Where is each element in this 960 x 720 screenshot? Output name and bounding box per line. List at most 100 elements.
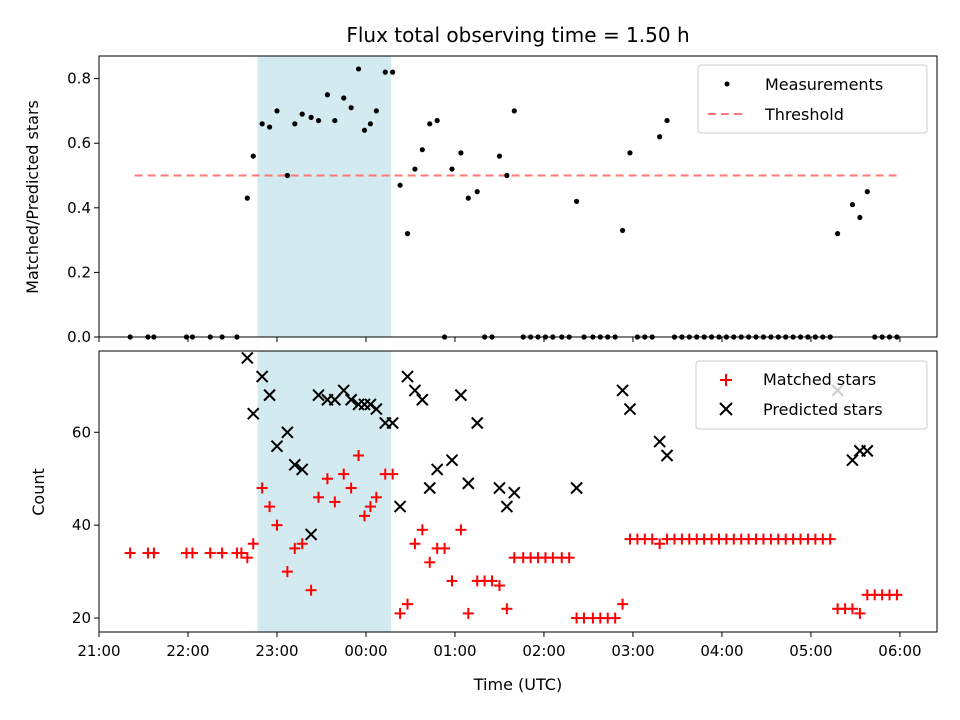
matched-star-point <box>455 524 467 536</box>
measurement-point <box>835 231 841 237</box>
measurement-point <box>259 121 265 127</box>
matched-star-point <box>296 538 308 550</box>
top-y-tick-label: 0.6 <box>67 134 91 152</box>
measurement-point <box>308 114 314 120</box>
bottom-legend: Matched stars Predicted stars <box>695 360 928 430</box>
bottom-x-tick-label: 05:00 <box>789 642 832 660</box>
measurement-point <box>341 95 347 101</box>
matched-star-point <box>439 542 451 554</box>
matched-star-point <box>264 501 276 513</box>
legend-threshold-label: Threshold <box>764 105 844 124</box>
legend-predicted-label: Predicted stars <box>763 400 883 419</box>
matched-star-point <box>204 547 216 559</box>
top-plot: 0.00.20.40.60.8 Matched/Predicted stars … <box>23 55 938 346</box>
measurement-point <box>504 172 510 179</box>
bottom-y-tick-label: 40 <box>72 516 91 534</box>
measurement-point <box>404 231 411 237</box>
top-y-axis: 0.0 0.2 0.4 0.6 0.8 <box>67 70 99 346</box>
predicted-star-point <box>393 500 407 513</box>
predicted-star-point <box>623 402 637 416</box>
bottom-plot: 20 40 60 21:00 22:00 23:00 00:00 01:00 02:00 03:… <box>29 350 938 694</box>
top-observing-span <box>257 56 392 337</box>
bottom-legend-box <box>695 360 928 430</box>
measurement-point <box>627 150 633 156</box>
predicted-star-point <box>423 481 436 495</box>
top-y-axis-label: Matched/Predicted stars <box>23 100 42 294</box>
measurement-point <box>419 147 425 153</box>
measurement-point <box>324 92 331 98</box>
matched-star-point <box>416 524 428 536</box>
predicted-star-point <box>270 440 284 453</box>
predicted-star-point <box>263 388 276 402</box>
predicted-star-point <box>337 384 350 397</box>
predicted-star-point <box>861 444 874 458</box>
bottom-y-tick-label: 20 <box>72 609 91 627</box>
measurement-point <box>299 111 305 117</box>
matched-star-point <box>609 612 621 624</box>
matched-star-point <box>345 482 357 494</box>
matched-star-point <box>353 450 365 462</box>
measurement-point <box>274 108 280 114</box>
matched-star-point <box>313 491 325 503</box>
measurement-point <box>849 201 856 208</box>
measurement-point <box>284 172 290 179</box>
measurement-point <box>397 182 403 188</box>
measurement-point <box>373 108 379 114</box>
measurement-point <box>361 127 368 133</box>
bottom-x-tick-label: 23:00 <box>255 642 298 660</box>
matched-star-point <box>305 584 317 596</box>
matched-star-point <box>891 589 903 601</box>
bottom-observing-span <box>257 351 392 632</box>
predicted-star-point <box>312 388 325 402</box>
predicted-star-point <box>846 453 859 467</box>
predicted-star-point <box>500 500 514 513</box>
legend-matched-label: Matched stars <box>763 370 876 389</box>
top-plot-frame <box>98 55 938 338</box>
predicted-star-point <box>370 402 383 416</box>
matched-star-point <box>501 603 513 615</box>
top-y-tick-label: 0.8 <box>67 70 91 88</box>
bottom-x-tick-label: 06:00 <box>878 642 921 660</box>
bottom-x-tick-label: 02:00 <box>522 642 565 660</box>
matched-star-point <box>358 510 370 522</box>
measurement-point <box>367 121 374 127</box>
matched-star-point <box>402 598 414 610</box>
bottom-x-tick-label: 03:00 <box>611 642 654 660</box>
measurement-point <box>864 189 870 195</box>
predicted-star-point <box>653 435 666 448</box>
predicted-star-point <box>288 458 301 472</box>
matched-star-point <box>186 547 198 559</box>
measurement-point <box>619 227 626 234</box>
measurement-point <box>390 69 396 75</box>
top-y-tick-label: 0.0 <box>67 328 91 346</box>
matched-star-point <box>271 519 283 531</box>
measurement-point <box>511 108 517 114</box>
matched-star-point <box>321 473 333 485</box>
matched-star-point <box>256 482 268 494</box>
matched-star-points <box>124 450 903 624</box>
matched-star-point <box>235 547 247 559</box>
matched-star-point <box>424 556 436 568</box>
matched-star-point <box>364 501 376 513</box>
measurement-point <box>427 121 433 127</box>
matched-star-point <box>446 575 458 587</box>
matched-star-point <box>216 547 228 559</box>
matched-star-point <box>854 607 866 619</box>
measurement-point <box>573 198 580 204</box>
predicted-star-point <box>401 370 414 383</box>
legend-predicted-marker <box>719 402 733 416</box>
top-y-tick-label: 0.4 <box>67 199 91 217</box>
measurement-point <box>244 195 250 201</box>
predicted-star-point <box>471 416 484 430</box>
matched-star-point <box>394 607 406 619</box>
legend-measurements-label: Measurements <box>765 75 883 94</box>
top-x-axis <box>98 337 901 342</box>
chart-title: Flux total observing time = 1.50 h <box>346 23 689 47</box>
matched-star-point <box>148 547 160 559</box>
measurement-point <box>474 189 480 195</box>
measurement-point <box>664 117 670 124</box>
measurement-point <box>458 150 464 156</box>
matched-star-point <box>329 496 341 508</box>
bottom-x-axis: 21:00 22:00 23:00 00:00 01:00 02:00 03:00 04:00… <box>77 632 922 660</box>
